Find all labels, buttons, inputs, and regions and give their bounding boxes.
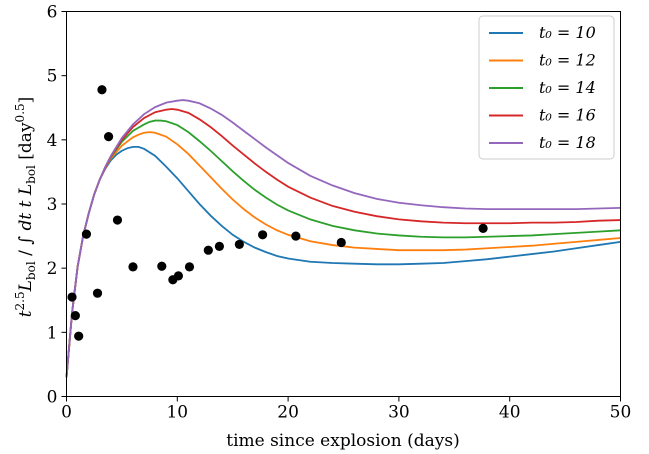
observation-point	[92, 288, 103, 298]
y-tick-label: 2	[47, 259, 58, 279]
y-tick-label: 6	[47, 3, 58, 23]
x-tick-label: 20	[277, 403, 299, 423]
y-tick-label: 0	[47, 388, 58, 408]
x-axis: 0 10 20 30 40 50	[61, 396, 632, 423]
legend-box	[478, 15, 615, 160]
observation-point	[97, 85, 107, 95]
observation-point	[173, 271, 184, 281]
x-tick-label: 0	[61, 403, 72, 423]
x-axis-title: time since explosion (days)	[226, 431, 460, 451]
x-tick-label: 40	[499, 403, 521, 423]
observation-point	[336, 237, 346, 248]
series-lines	[65, 99, 621, 378]
observation-point	[157, 261, 167, 271]
observation-point	[104, 132, 114, 142]
y-tick-label: 1	[47, 323, 58, 343]
y-axis-title: t2.5Lbol / ∫ dt t Lbol [day0.5]	[13, 97, 38, 318]
legend-label: t₀ = 16	[539, 106, 596, 125]
series-line-1	[65, 145, 621, 378]
observation-point	[291, 231, 301, 241]
x-tick-label: 50	[610, 403, 632, 423]
observation-point	[70, 311, 80, 321]
observation-point	[214, 241, 224, 251]
legend-label: t₀ = 14	[539, 78, 596, 97]
legend-label: t₀ = 10	[539, 23, 596, 42]
observation-point	[112, 215, 123, 225]
y-axis: 0 1 2 3 4 5 6	[47, 3, 67, 408]
observation-point	[74, 331, 84, 341]
series-line-2	[65, 131, 621, 378]
y-tick-label: 3	[47, 195, 58, 215]
observation-point	[184, 262, 195, 272]
observation-point	[203, 245, 213, 255]
legend-label: t₀ = 12	[539, 51, 596, 70]
x-tick-label: 10	[166, 403, 188, 423]
observation-point	[234, 239, 244, 250]
observation-points	[67, 85, 488, 341]
legend-label: t₀ = 18	[539, 133, 596, 152]
y-tick-label: 5	[47, 67, 58, 87]
series-line-5	[65, 99, 621, 378]
x-tick-label: 30	[388, 403, 410, 423]
legend: t₀ = 10 t₀ = 12 t₀ = 14 t₀ = 16 t₀ = 18	[478, 15, 615, 160]
observation-point	[478, 223, 488, 233]
y-tick-label: 4	[47, 131, 58, 151]
observation-point	[258, 230, 268, 240]
observation-point	[81, 229, 92, 239]
observation-point	[128, 262, 138, 272]
observation-point	[67, 292, 77, 302]
